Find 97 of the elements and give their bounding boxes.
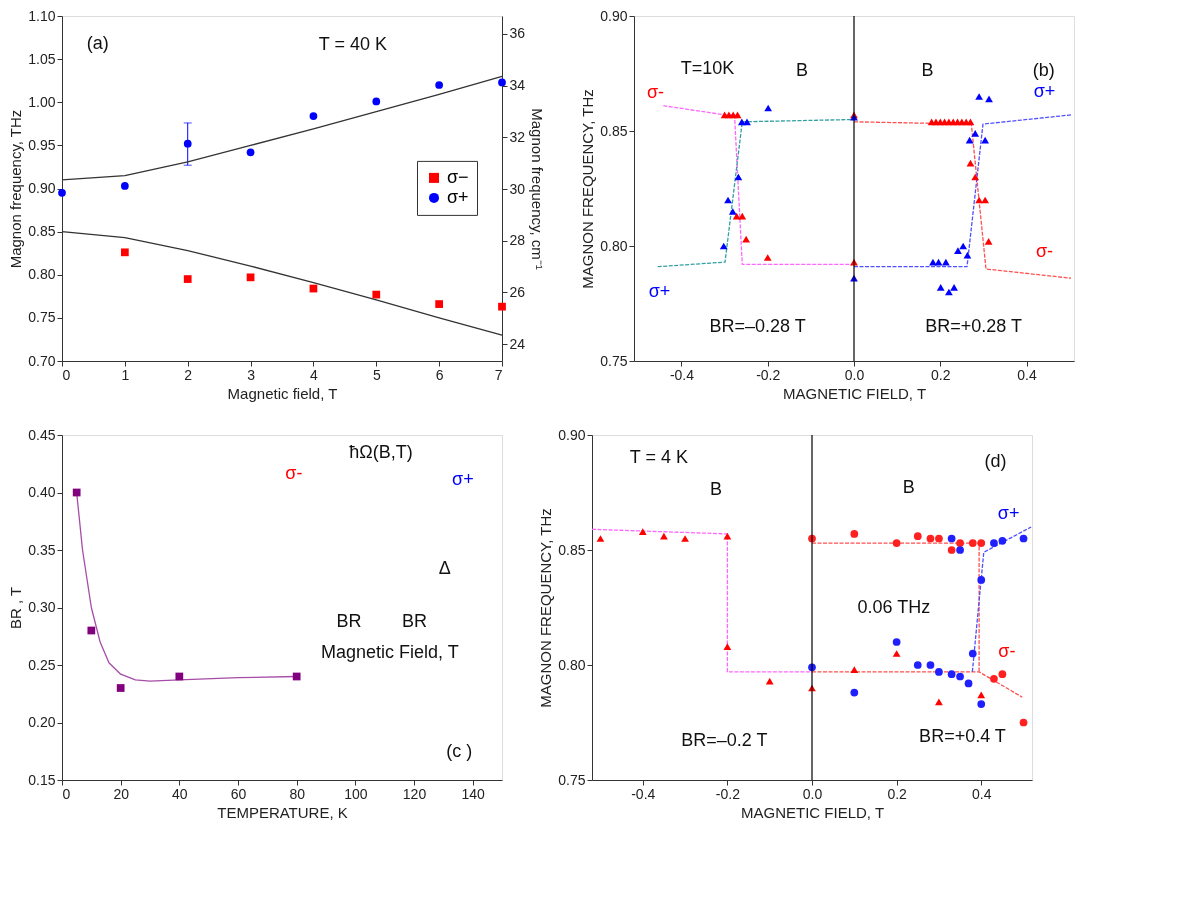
annotation: B [796,60,809,81]
y-tick-label: 0.80 [600,237,628,254]
annotation: σ+ [648,281,671,301]
x-tick-label: 0.4 [972,785,992,802]
x-tick-label: 60 [230,785,247,802]
y-tick-label: 0.95 [28,136,56,153]
x-tick-label: 0 [62,366,71,383]
y-tick-label: 0.30 [28,599,56,615]
annotation: σ+ [452,468,474,489]
annotation: σ+ [1033,80,1056,101]
y2-tick-label: 26 [509,283,526,300]
y-tick-label: 0.25 [28,656,56,673]
annotation: BR=–0.28 T [709,315,806,336]
x-tick-label: 0.4 [1017,366,1037,383]
x-tick-label: 4 [310,366,319,383]
x-tick-label: 0 [62,785,71,802]
annotation: ħΩ(B,T) [349,442,413,463]
x-axis-title: Magnetic field, T [227,384,338,402]
x-tick-label: -0.4 [631,785,656,802]
y-tick-label: 0.45 [28,426,56,443]
annotation: BR [401,611,427,632]
annotation: B [902,476,915,497]
x-axis-title: MAGNETIC FIELD, T [740,803,885,821]
annotation: σ- [285,462,303,483]
y2-tick-label: 34 [509,77,526,94]
x-tick-label: 20 [113,785,130,802]
y-tick-label: 0.40 [28,484,56,500]
x-tick-label: 40 [172,785,188,802]
x-tick-label: -0.2 [756,366,781,383]
annotation: (b) [1032,60,1055,81]
x-tick-label: 100 [344,785,368,802]
y-tick-label: 0.35 [28,541,56,558]
y-axis-title: Magnon frequency, THz [7,109,25,269]
y-tick-label: 0.75 [600,352,628,369]
y-tick-label: 0.85 [558,541,586,558]
x-tick-label: 140 [461,785,486,802]
y-tick-label: 1.05 [28,50,56,67]
annotation: T=10K [680,57,735,78]
y-tick-label: 0.15 [28,771,56,788]
annotation: BR=–0.2 T [681,730,768,751]
x-tick-label: 0.2 [887,785,908,802]
y-tick-label: 0.90 [600,7,628,24]
y-axis-title: BR , T [7,586,25,630]
legend-label: σ− [447,166,469,187]
y2-axis-title: Magnon frequency, cm⁻¹ [529,108,547,270]
annotation: T = 40 K [318,34,387,55]
x-tick-label: 3 [247,366,256,383]
y-tick-label: 0.85 [28,223,56,240]
y-tick-label: 0.20 [28,714,56,730]
annotation: B [921,60,934,81]
y-tick-label: 0.75 [28,309,56,326]
y-axis-title: MAGNON FREQUENCY, THz [579,89,597,289]
annotation: T = 4 K [629,447,688,468]
x-tick-label: 0.0 [802,785,823,802]
x-tick-label: 5 [372,366,381,383]
y-tick-label: 0.85 [600,122,628,139]
annotation: BR=+0.4 T [919,726,1006,747]
annotation: BR [336,611,362,632]
x-tick-label: 120 [402,785,427,802]
y2-tick-label: 28 [509,232,526,249]
annotation: σ- [1035,240,1054,261]
annotation: B [710,479,723,500]
y-tick-label: 1.00 [28,93,56,110]
annotation: 0.06 THz [857,596,931,617]
y-tick-label: 0.80 [28,266,56,283]
x-tick-label: 0.2 [931,366,951,383]
x-tick-label: 1 [121,366,130,383]
y2-tick-label: 32 [509,128,526,145]
x-axis-title: MAGNETIC FIELD, T [782,384,927,402]
annotation: Δ [438,557,451,578]
annotation: σ+ [997,503,1020,524]
x-tick-label: 0.0 [844,366,865,383]
y-tick-label: 0.80 [558,656,586,673]
y-tick-label: 0.90 [558,426,586,443]
annotation: σ- [647,81,665,102]
x-tick-label: 80 [289,785,306,802]
annotation: Magnetic Field, T [320,642,459,663]
y-tick-label: 0.75 [558,771,586,788]
annotation: (c ) [446,741,473,762]
x-tick-label: 6 [435,366,444,383]
y2-tick-label: 24 [509,335,526,352]
x-tick-label: -0.4 [669,366,695,383]
y-axis-title: MAGNON FREQUENCY, THz [537,508,555,708]
x-axis-title: TEMPERATURE, K [217,803,348,821]
y-tick-label: 0.70 [28,352,56,369]
y-tick-label: 1.10 [28,7,56,24]
annotation: (a) [86,32,109,53]
annotation: σ- [998,641,1016,662]
y2-tick-label: 30 [509,180,526,197]
x-tick-label: -0.2 [715,785,741,802]
legend-label: σ+ [447,186,469,207]
x-tick-label: 2 [184,366,193,383]
y-tick-label: 0.90 [28,180,56,196]
x-tick-label: 7 [494,366,503,383]
y2-tick-label: 36 [509,25,526,42]
annotation: BR=+0.28 T [925,315,1023,336]
annotation: (d) [984,450,1007,471]
